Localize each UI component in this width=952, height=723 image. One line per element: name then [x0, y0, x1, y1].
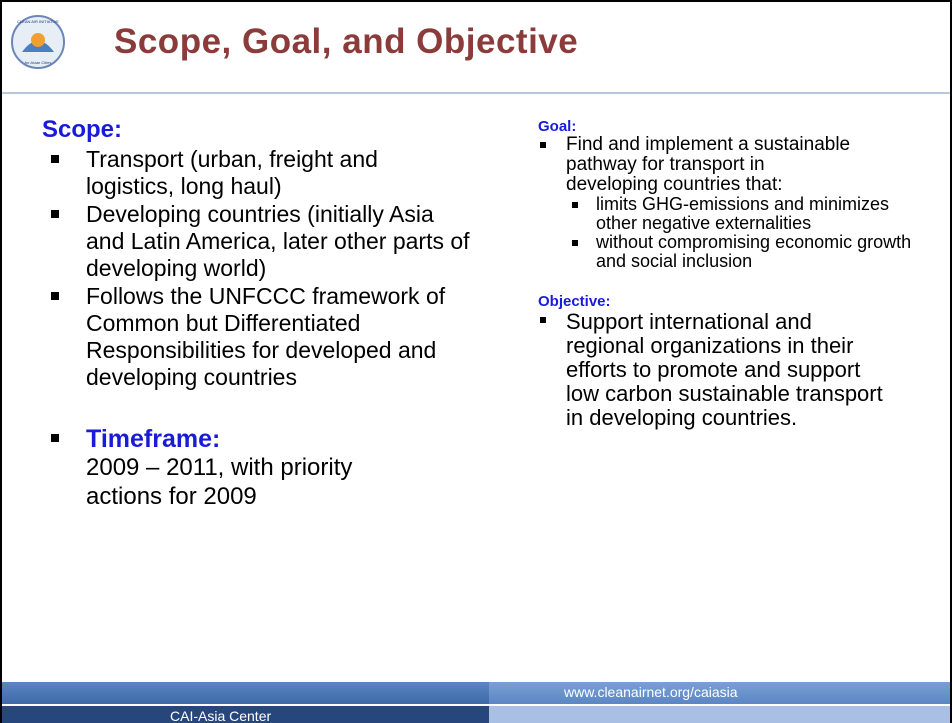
timeframe-list: Timeframe: 2009 – 2011, with priority ac… [42, 425, 472, 511]
scope-item: Transport (urban, freight and logistics,… [42, 146, 472, 200]
footer-bar [489, 706, 950, 723]
divider [2, 92, 950, 94]
goal-heading: Goal: [538, 118, 577, 135]
scope-item: Follows the UNFCCC framework of Common b… [42, 283, 472, 391]
timeframe-item: Timeframe: 2009 – 2011, with priority ac… [42, 425, 472, 511]
slide-title: Scope, Goal, and Objective [114, 22, 579, 61]
footer-url: www.cleanairnet.org/caiasia [564, 684, 738, 700]
objective-item: Support international and regional organ… [538, 310, 928, 430]
timeframe-text: 2009 – 2011, with priority actions for 2… [86, 454, 353, 510]
footer-org: CAI-Asia Center [170, 708, 272, 723]
footer-bar [2, 682, 489, 704]
goal-text: Find and implement a sustainable pathway… [566, 134, 851, 195]
logo-text: CLEAN AIR INITIATIVE [17, 19, 59, 24]
objective-list: Support international and regional organ… [538, 310, 928, 430]
timeframe-heading: Timeframe: [86, 425, 221, 453]
logo-text: for Asian Cities [25, 60, 52, 65]
goal-list: Find and implement a sustainable pathway… [538, 135, 928, 271]
goal-sublist: limits GHG-emissions and minimizes other… [570, 195, 928, 271]
scope-list: Transport (urban, freight and logistics,… [42, 146, 472, 391]
footer-bar [2, 706, 489, 723]
objective-text: Support international and regional organ… [566, 309, 883, 430]
left-column: Scope: Transport (urban, freight and log… [42, 116, 472, 512]
footer-bar [489, 682, 950, 704]
goal-item: Find and implement a sustainable pathway… [538, 135, 928, 271]
objective-heading: Objective: [538, 293, 611, 310]
logo: CLEAN AIR INITIATIVE for Asian Cities [11, 15, 65, 69]
scope-item: Developing countries (initially Asia and… [42, 201, 472, 282]
scope-heading: Scope: [42, 116, 123, 143]
goal-subitem: without compromising economic growth and… [570, 233, 928, 271]
goal-subitem: limits GHG-emissions and minimizes other… [570, 195, 928, 233]
right-column: Goal: Find and implement a sustainable p… [538, 118, 928, 430]
